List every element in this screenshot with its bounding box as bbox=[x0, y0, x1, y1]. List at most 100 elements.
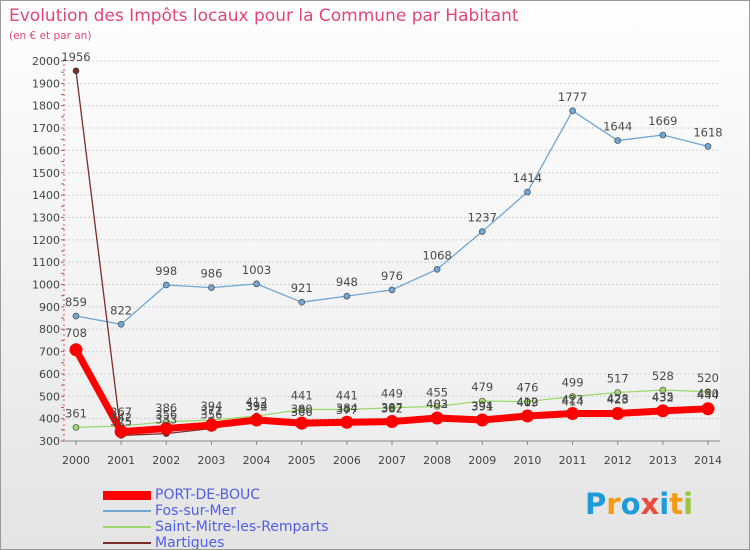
x-tick-label: 2004 bbox=[243, 454, 271, 467]
data-point bbox=[117, 321, 125, 328]
logo-letter: r bbox=[606, 487, 621, 521]
data-point bbox=[72, 424, 80, 431]
y-tick-label: 1700 bbox=[32, 122, 60, 135]
data-label: 444 bbox=[697, 388, 719, 402]
data-point bbox=[566, 407, 580, 421]
logo-letter: i bbox=[683, 487, 694, 521]
y-tick-label: 1600 bbox=[32, 144, 60, 157]
data-label: 423 bbox=[607, 393, 629, 407]
data-label: 384 bbox=[336, 401, 358, 415]
logo-letter: t bbox=[669, 487, 684, 521]
data-label: 386 bbox=[155, 401, 177, 415]
data-label: 366 bbox=[291, 405, 313, 419]
data-point bbox=[659, 386, 667, 394]
data-label: 392 bbox=[246, 399, 268, 413]
data-point bbox=[524, 188, 531, 196]
data-label: 380 bbox=[291, 402, 313, 416]
data-label: 432 bbox=[652, 390, 674, 404]
data-label: 377 bbox=[336, 403, 358, 417]
data-label: 325 bbox=[110, 414, 132, 428]
data-label: 394 bbox=[246, 399, 268, 413]
legend-swatch bbox=[103, 542, 151, 544]
y-tick-label: 600 bbox=[39, 368, 60, 381]
data-label: 986 bbox=[200, 267, 222, 281]
data-point bbox=[343, 406, 351, 413]
x-tick-label: 2014 bbox=[694, 454, 722, 467]
legend-swatch bbox=[103, 490, 151, 500]
data-label: 403 bbox=[426, 397, 448, 411]
data-label: 1414 bbox=[513, 171, 542, 185]
data-point bbox=[611, 407, 625, 421]
data-label: 708 bbox=[65, 326, 87, 340]
x-tick-label: 2000 bbox=[62, 454, 90, 467]
data-label: 822 bbox=[110, 303, 132, 317]
data-point bbox=[298, 298, 306, 306]
data-label: 361 bbox=[65, 406, 87, 420]
data-point bbox=[298, 406, 306, 413]
data-label: 449 bbox=[381, 387, 403, 401]
logo-letter: P bbox=[585, 487, 607, 521]
data-label: 342 bbox=[110, 411, 132, 425]
data-point bbox=[159, 421, 173, 435]
plot-area bbox=[64, 59, 720, 441]
legend-label: Saint-Mitre-les-Remparts bbox=[155, 519, 329, 535]
data-point bbox=[614, 137, 622, 144]
data-point bbox=[430, 411, 444, 425]
y-tick-label: 1400 bbox=[32, 189, 60, 202]
x-tick-label: 2003 bbox=[197, 454, 225, 467]
data-point bbox=[162, 281, 170, 289]
data-label: 528 bbox=[652, 369, 674, 383]
x-tick-label: 2010 bbox=[513, 454, 541, 467]
data-label: 382 bbox=[381, 402, 403, 416]
data-label: 520 bbox=[697, 371, 719, 385]
data-label: 391 bbox=[471, 400, 493, 414]
logo-letter: o bbox=[620, 487, 641, 521]
y-tick-label: 1500 bbox=[32, 167, 60, 180]
data-label: 394 bbox=[471, 399, 493, 413]
data-point bbox=[524, 398, 531, 405]
data-label: 1777 bbox=[558, 90, 587, 104]
legend-swatch bbox=[103, 526, 151, 528]
data-label: 517 bbox=[607, 371, 629, 385]
data-label: 479 bbox=[471, 380, 493, 394]
data-point bbox=[114, 425, 128, 439]
y-tick-label: 1900 bbox=[32, 77, 60, 90]
data-label: 402 bbox=[426, 397, 448, 411]
series-port-de-bouc bbox=[69, 343, 715, 439]
x-tick-label: 2002 bbox=[152, 454, 180, 467]
y-tick-label: 1800 bbox=[32, 100, 60, 113]
data-point bbox=[72, 67, 80, 75]
data-point bbox=[478, 228, 486, 235]
data-label: 476 bbox=[516, 381, 538, 395]
data-label: 948 bbox=[336, 275, 358, 289]
data-point bbox=[250, 413, 264, 427]
logo-letter: x bbox=[640, 487, 660, 521]
data-label: 409 bbox=[516, 396, 538, 410]
x-tick-label: 2009 bbox=[468, 454, 496, 467]
series-saint-mitre-les-remparts bbox=[72, 386, 712, 431]
data-point bbox=[388, 404, 396, 411]
y-tick-label: 1100 bbox=[32, 256, 60, 269]
data-point bbox=[433, 266, 441, 273]
proxiti-logo: Proxiti bbox=[585, 487, 693, 521]
data-point bbox=[656, 404, 670, 418]
data-label: 414 bbox=[562, 395, 584, 409]
data-label: 1237 bbox=[468, 211, 497, 225]
y-tick-label: 2000 bbox=[32, 55, 60, 68]
data-label: 387 bbox=[381, 401, 403, 415]
data-label: 394 bbox=[200, 399, 222, 413]
data-point bbox=[388, 286, 396, 294]
y-tick-label: 400 bbox=[39, 413, 60, 426]
legend-swatch bbox=[103, 510, 151, 512]
chart-title: Evolution des Impôts locaux pour la Comm… bbox=[9, 6, 519, 26]
data-label: 412 bbox=[246, 395, 268, 409]
legend-label: PORT-DE-BOUC bbox=[155, 487, 261, 503]
data-label: 1669 bbox=[648, 114, 677, 128]
x-tick-label: 2006 bbox=[333, 454, 361, 467]
series-fos-sur-mer bbox=[72, 107, 712, 328]
data-point bbox=[701, 402, 715, 416]
data-point bbox=[208, 284, 215, 291]
x-tick-label: 2013 bbox=[649, 454, 677, 467]
